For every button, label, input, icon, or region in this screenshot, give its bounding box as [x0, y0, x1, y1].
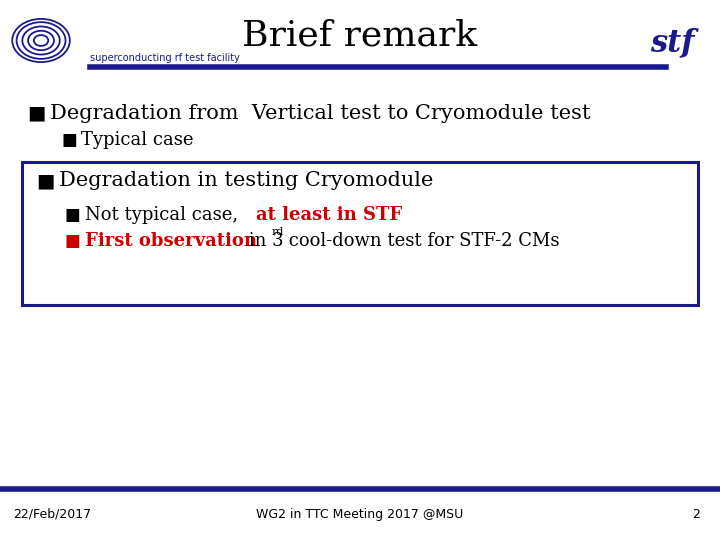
- Text: cool-down test for STF-2 CMs: cool-down test for STF-2 CMs: [283, 232, 559, 251]
- Text: rd: rd: [271, 227, 284, 237]
- Text: ■: ■: [65, 206, 81, 224]
- Text: ■: ■: [65, 232, 81, 251]
- Text: Typical case: Typical case: [81, 131, 194, 150]
- Text: Not typical case,: Not typical case,: [85, 206, 244, 224]
- Text: Brief remark: Brief remark: [243, 18, 477, 52]
- Text: in 3: in 3: [243, 232, 283, 251]
- Text: Degradation in testing Cryomodule: Degradation in testing Cryomodule: [59, 171, 433, 191]
- Text: 2: 2: [692, 508, 700, 521]
- Text: superconducting rf test facility: superconducting rf test facility: [90, 53, 240, 63]
- Text: ■: ■: [61, 131, 77, 150]
- Text: 22/Feb/2017: 22/Feb/2017: [13, 508, 91, 521]
- Text: ■: ■: [27, 104, 46, 123]
- Text: Degradation from  Vertical test to Cryomodule test: Degradation from Vertical test to Cryomo…: [50, 104, 591, 123]
- Text: ■: ■: [36, 171, 55, 191]
- FancyBboxPatch shape: [22, 162, 698, 305]
- Text: WG2 in TTC Meeting 2017 @MSU: WG2 in TTC Meeting 2017 @MSU: [256, 508, 464, 521]
- Text: First observation: First observation: [85, 232, 257, 251]
- Text: stf: stf: [650, 28, 695, 59]
- Text: at least in STF: at least in STF: [256, 206, 402, 224]
